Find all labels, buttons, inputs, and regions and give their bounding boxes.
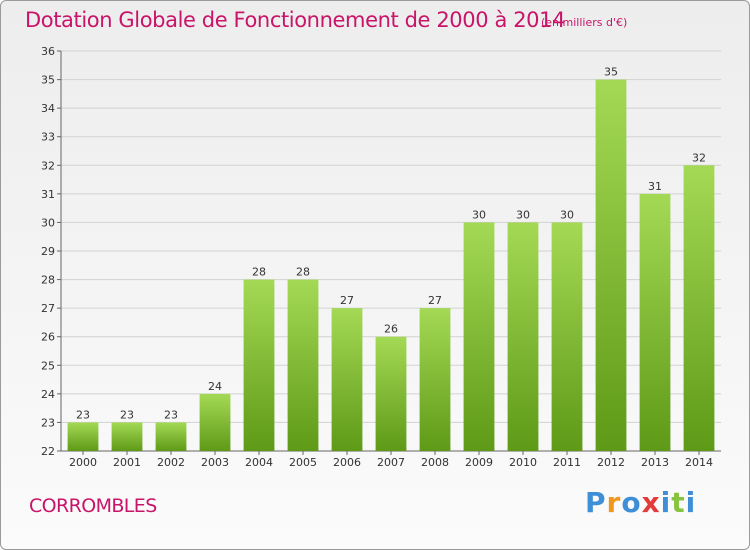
logo-letter: o [621, 486, 642, 519]
chart-subtitle: (en milliers d'€) [541, 16, 628, 29]
x-tick-label: 2006 [333, 456, 361, 469]
data-label: 23 [164, 408, 178, 421]
y-tick-label: 36 [41, 45, 55, 58]
bar [111, 422, 143, 451]
bar [595, 79, 627, 452]
y-tick-label: 33 [41, 131, 55, 144]
bar [419, 308, 451, 451]
x-tick-label: 2010 [509, 456, 537, 469]
data-label: 35 [604, 66, 618, 79]
x-tick-label: 2000 [69, 456, 97, 469]
x-tick-label: 2008 [421, 456, 449, 469]
bar [375, 336, 407, 451]
data-label: 23 [76, 408, 90, 421]
x-tick-label: 2013 [641, 456, 669, 469]
data-label: 31 [648, 180, 662, 193]
bar [551, 222, 583, 451]
data-label: 32 [692, 151, 706, 164]
x-tick-label: 2014 [685, 456, 713, 469]
logo-letter: i [660, 486, 672, 519]
x-tick-label: 2004 [245, 456, 273, 469]
bar [463, 222, 495, 451]
bar [199, 393, 231, 451]
bar [243, 279, 275, 451]
data-label: 23 [120, 408, 134, 421]
data-label: 30 [516, 208, 530, 221]
y-tick-label: 25 [41, 359, 55, 372]
y-tick-label: 24 [41, 388, 55, 401]
data-label: 27 [428, 294, 442, 307]
bar [155, 422, 187, 451]
logo-letter: t [671, 486, 686, 519]
logo-letter: x [641, 486, 661, 519]
chart-title: Dotation Globale de Fonctionnement de 20… [25, 8, 566, 32]
x-tick-label: 2003 [201, 456, 229, 469]
data-label: 28 [296, 266, 310, 279]
y-tick-label: 29 [41, 245, 55, 258]
data-label: 24 [208, 380, 222, 393]
bar [639, 193, 671, 451]
x-tick-label: 2007 [377, 456, 405, 469]
y-tick-label: 34 [41, 102, 55, 115]
y-tick-label: 22 [41, 445, 55, 458]
y-tick-label: 32 [41, 159, 55, 172]
x-tick-label: 2001 [113, 456, 141, 469]
y-tick-label: 28 [41, 274, 55, 287]
y-tick-label: 35 [41, 74, 55, 87]
x-tick-label: 2005 [289, 456, 317, 469]
y-tick-label: 27 [41, 302, 55, 315]
x-tick-label: 2009 [465, 456, 493, 469]
y-tick-label: 23 [41, 416, 55, 429]
y-tick-label: 31 [41, 188, 55, 201]
x-tick-label: 2011 [553, 456, 581, 469]
data-label: 30 [560, 208, 574, 221]
bar [507, 222, 539, 451]
bar [331, 308, 363, 451]
bar [287, 279, 319, 451]
logo-letter: i [685, 486, 697, 519]
proxiti-logo: Proxiti [585, 486, 696, 519]
data-label: 28 [252, 266, 266, 279]
y-tick-label: 26 [41, 331, 55, 344]
logo-letter: r [606, 486, 622, 519]
logo-letter: P [585, 486, 607, 519]
data-label: 26 [384, 323, 398, 336]
bar [683, 165, 715, 452]
bar [67, 422, 99, 451]
x-tick-label: 2012 [597, 456, 625, 469]
y-tick-label: 30 [41, 216, 55, 229]
data-label: 27 [340, 294, 354, 307]
x-tick-label: 2002 [157, 456, 185, 469]
data-label: 30 [472, 208, 486, 221]
commune-name: CORROMBLES [29, 495, 157, 517]
